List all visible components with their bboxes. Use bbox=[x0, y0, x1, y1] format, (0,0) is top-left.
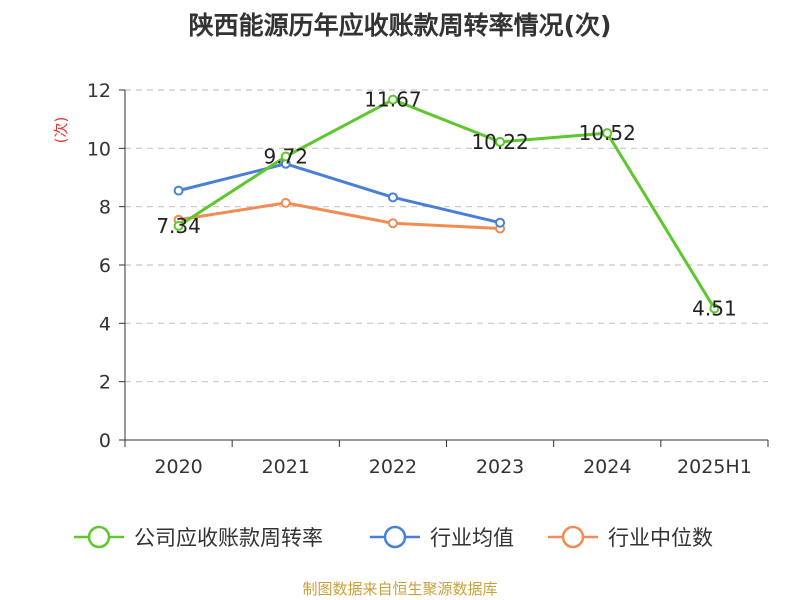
data-label-2022: 11.67 bbox=[364, 88, 421, 112]
data-label-2023: 10.22 bbox=[471, 130, 528, 154]
y-tick-label-8: 8 bbox=[99, 197, 111, 219]
grid-lines bbox=[125, 89, 768, 383]
legend-label-1: 行业均值 bbox=[430, 526, 514, 550]
series-0-point-2020 bbox=[173, 220, 184, 231]
x-tick-label-2024: 2024 bbox=[583, 456, 631, 478]
series-1-point-2022 bbox=[387, 192, 398, 203]
series-lines bbox=[173, 94, 720, 314]
y-tick-label-0: 0 bbox=[99, 430, 111, 452]
series-0-point-2023 bbox=[495, 136, 506, 147]
series-line-2 bbox=[178, 201, 501, 231]
data-label-2024: 10.52 bbox=[579, 121, 636, 145]
x-tick-label-2023: 2023 bbox=[476, 456, 524, 478]
series-1-point-2020 bbox=[173, 185, 184, 196]
chart-title: 陕西能源历年应收账款周转率情况(次) bbox=[188, 11, 612, 40]
data-label-2020: 7.34 bbox=[156, 214, 201, 238]
axes: 0 2 4 6 8 10 12 2020 2021 2022 2023 2024 2025H1 (次) bbox=[52, 80, 769, 478]
x-tick-label-2022: 2022 bbox=[369, 456, 417, 478]
data-source-note: 制图数据来自恒生聚源数据库 bbox=[302, 580, 498, 598]
legend-label-0: 公司应收账款周转率 bbox=[134, 526, 323, 550]
legend-item-2[interactable]: 行业中位数 bbox=[548, 525, 713, 550]
x-tick-label-2025H1: 2025H1 bbox=[677, 456, 752, 478]
legend-label-2: 行业中位数 bbox=[608, 526, 713, 550]
series-line-0 bbox=[177, 98, 716, 310]
x-tick-label-2021: 2021 bbox=[262, 456, 310, 478]
legend-item-0[interactable]: 公司应收账款周转率 bbox=[74, 525, 323, 550]
y-axis-label: (次) bbox=[52, 117, 70, 144]
y-tick-label-12: 12 bbox=[87, 80, 111, 102]
y-tick-label-10: 10 bbox=[87, 138, 111, 160]
series-1-point-2023 bbox=[495, 217, 506, 228]
series-0-point-2022 bbox=[387, 94, 398, 105]
legend-swatch-marker-0 bbox=[87, 525, 111, 549]
series-0-point-2024 bbox=[602, 128, 613, 139]
x-tick-label-2020: 2020 bbox=[154, 456, 202, 478]
legend-swatch-marker-2 bbox=[561, 525, 585, 549]
y-tick-label-4: 4 bbox=[99, 313, 111, 335]
series-2-point-2022 bbox=[387, 218, 398, 229]
data-label-2021: 9.72 bbox=[263, 145, 308, 169]
data-label-2025H1: 4.51 bbox=[692, 296, 737, 320]
y-tick-label-2: 2 bbox=[99, 372, 111, 394]
series-2-point-2021 bbox=[280, 197, 291, 208]
series-line-1 bbox=[178, 162, 501, 225]
legend[interactable]: 公司应收账款周转率 行业均值 行业中位数 bbox=[74, 525, 713, 550]
y-tick-label-6: 6 bbox=[99, 255, 111, 277]
data-labels: 7.34 9.72 11.67 10.22 10.52 4.51 bbox=[156, 88, 736, 321]
series-0-point-2021 bbox=[280, 151, 291, 162]
legend-item-1[interactable]: 行业均值 bbox=[370, 525, 514, 550]
series-0-point-2025H1 bbox=[709, 303, 720, 314]
legend-swatch-marker-1 bbox=[383, 525, 407, 549]
